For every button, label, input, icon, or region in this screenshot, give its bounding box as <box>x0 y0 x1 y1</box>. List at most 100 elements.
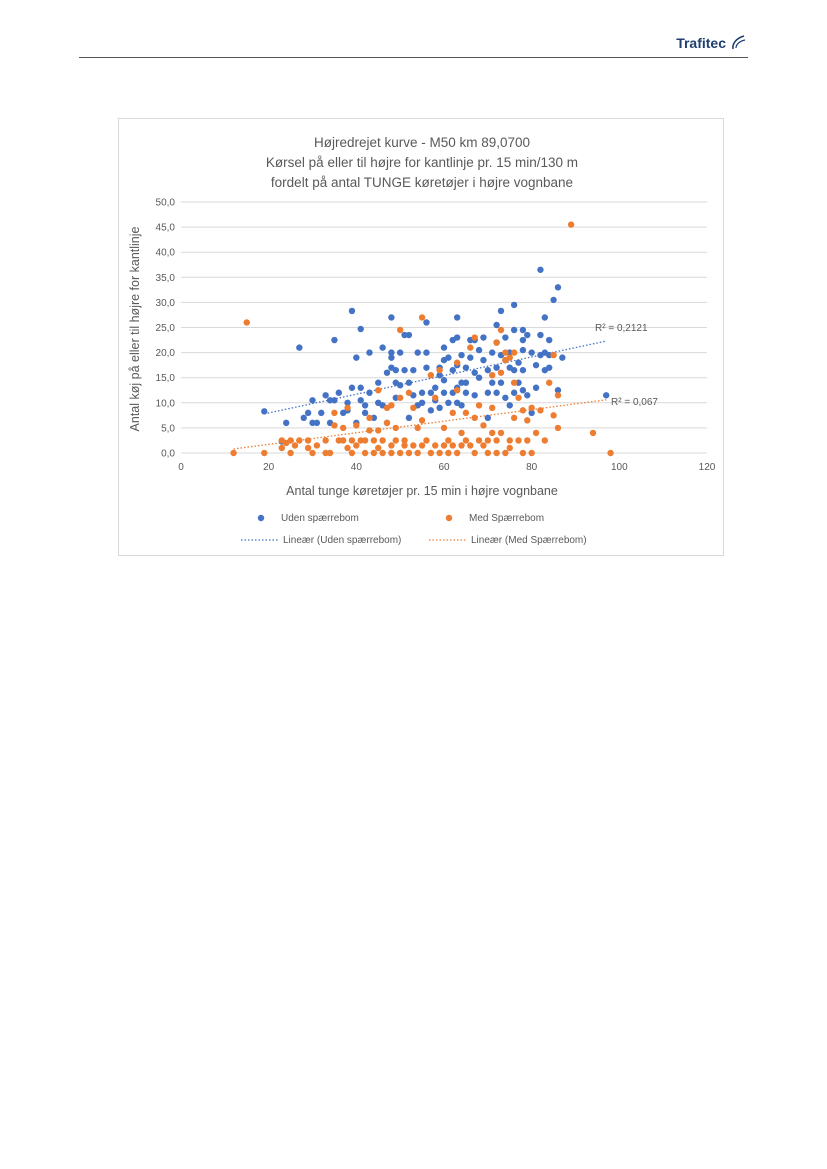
data-point-med <box>405 389 413 396</box>
data-point-med <box>497 326 505 334</box>
data-point-med <box>410 442 417 449</box>
data-point-uden <box>489 349 496 356</box>
x-tick-label: 100 <box>611 462 628 473</box>
data-point-med <box>396 326 404 334</box>
data-point-med <box>375 427 382 434</box>
data-point-med <box>357 437 364 444</box>
y-tick-label: 10,0 <box>156 398 176 409</box>
data-point-med <box>467 442 474 449</box>
x-tick-label: 20 <box>263 462 275 473</box>
data-point-uden <box>427 389 435 396</box>
data-point-med <box>528 449 535 457</box>
data-point-med <box>458 429 465 437</box>
data-point-med <box>519 449 527 457</box>
data-point-med <box>309 449 316 457</box>
data-point-uden <box>326 397 334 404</box>
y-axis-ticks: 0,0 5,0 10,0 15,0 20,0 25,0 30,0 35,0 40,0 45,0 50… <box>156 198 176 460</box>
chart-title: Højredrejet kurve - M50 km 89,0700 Kørse… <box>266 135 578 190</box>
data-point-uden <box>458 402 465 409</box>
data-point-med <box>418 314 426 321</box>
legend-marker <box>445 514 453 522</box>
data-point-uden <box>357 397 364 404</box>
data-point-med <box>453 449 461 457</box>
data-point-uden <box>458 379 465 386</box>
data-point-uden <box>453 314 461 321</box>
data-point-med <box>436 449 443 457</box>
data-point-uden <box>493 389 500 396</box>
data-point-med <box>550 412 557 419</box>
data-point-uden <box>449 366 456 374</box>
data-point-uden <box>309 419 316 427</box>
data-point-med <box>410 404 417 412</box>
y-tick-label: 30,0 <box>156 298 176 309</box>
data-point-med <box>313 442 321 449</box>
y-tick-label: 25,0 <box>156 323 176 334</box>
data-point-uden <box>554 387 562 394</box>
data-point-med <box>589 429 597 437</box>
data-point-med <box>546 379 553 386</box>
data-point-uden <box>532 361 540 369</box>
chart-title-line-2: Kørsel på eller til højre for kantlinje … <box>266 155 578 170</box>
data-point-med <box>489 429 496 437</box>
data-point-uden <box>484 414 492 422</box>
data-point-uden <box>467 354 474 361</box>
x-tick-label: 60 <box>438 462 450 473</box>
data-point-med <box>326 449 334 457</box>
data-point-med <box>480 422 487 429</box>
data-point-uden <box>410 366 417 374</box>
data-point-med <box>379 449 386 457</box>
data-point-uden <box>602 392 610 399</box>
data-point-med <box>506 444 513 452</box>
data-point-uden <box>344 399 351 406</box>
data-point-med <box>471 449 478 457</box>
data-point-uden <box>445 399 452 406</box>
data-point-med <box>515 437 522 444</box>
chart-title-line-3: fordelt på antal TUNGE køretøjer i højre… <box>271 175 573 190</box>
data-point-med <box>567 221 575 228</box>
data-point-med <box>519 407 527 414</box>
data-point-uden <box>554 284 562 291</box>
data-point-med <box>243 319 250 326</box>
data-point-uden <box>559 354 566 361</box>
data-point-uden <box>546 351 553 359</box>
data-point-uden <box>353 354 360 361</box>
data-point-uden <box>383 369 391 376</box>
data-point-uden <box>480 334 487 341</box>
data-point-uden <box>497 307 505 315</box>
data-point-med <box>510 379 518 386</box>
chart-title-line-1: Højredrejet kurve - M50 km 89,0700 <box>314 135 530 150</box>
data-point-med <box>230 449 237 457</box>
y-tick-label: 45,0 <box>156 223 176 234</box>
legend-label: Uden spærrebom <box>281 513 359 524</box>
data-point-uden <box>436 371 443 379</box>
data-point-uden <box>396 349 404 356</box>
y-tick-label: 0,0 <box>161 449 175 460</box>
data-point-uden <box>519 387 527 394</box>
data-point-uden <box>502 334 509 341</box>
data-point-uden <box>405 414 413 422</box>
logo-text: Trafitec <box>676 35 726 51</box>
data-point-med <box>370 437 378 444</box>
data-point-med <box>348 449 356 457</box>
data-point-med <box>445 437 452 444</box>
data-point-uden <box>475 346 483 354</box>
data-point-uden <box>497 379 505 386</box>
data-point-uden <box>401 331 408 339</box>
data-point-med <box>418 417 426 424</box>
data-point-med <box>427 449 435 457</box>
data-point-med <box>497 429 505 437</box>
data-point-uden <box>519 346 527 354</box>
data-point-med <box>489 371 496 379</box>
data-point-uden <box>519 326 527 334</box>
data-point-uden <box>261 408 268 415</box>
data-point-uden <box>462 389 470 396</box>
data-point-uden <box>432 384 439 391</box>
data-point-uden <box>510 389 518 396</box>
data-point-uden <box>515 359 522 366</box>
data-point-uden <box>388 349 395 356</box>
data-point-med <box>440 424 448 432</box>
data-point-med <box>480 442 487 449</box>
data-point-uden <box>331 397 338 404</box>
data-point-uden <box>510 326 518 334</box>
data-point-uden <box>453 334 461 341</box>
